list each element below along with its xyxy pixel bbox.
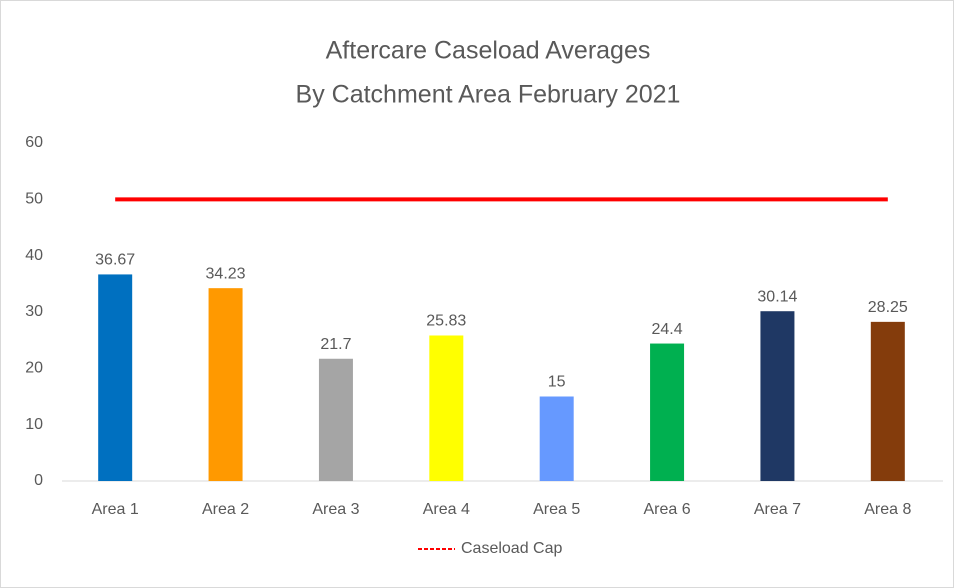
x-tick-label: Area 2: [202, 501, 249, 518]
y-tick-label: 0: [34, 472, 43, 489]
data-label: 24.4: [651, 321, 682, 338]
x-tick-label: Area 4: [423, 501, 470, 518]
chart-title: Aftercare Caseload Averages: [326, 37, 651, 65]
x-tick-label: Area 8: [864, 501, 911, 518]
data-label: 36.67: [95, 252, 135, 269]
bar: [539, 396, 574, 481]
x-tick-label: Area 6: [643, 501, 690, 518]
x-tick-label: Area 5: [533, 501, 580, 518]
legend-label: Caseload Cap: [461, 540, 563, 557]
data-label: 21.7: [320, 336, 351, 353]
y-tick-label: 30: [25, 303, 43, 320]
y-tick-label: 10: [25, 416, 43, 433]
data-label: 15: [548, 374, 566, 391]
x-tick-label: Area 1: [92, 501, 139, 518]
y-tick-label: 60: [25, 134, 43, 151]
y-tick-label: 20: [25, 360, 43, 377]
bar: [429, 335, 464, 481]
bar: [760, 311, 795, 481]
y-tick-label: 50: [25, 191, 43, 208]
chart-subtitle: By Catchment Area February 2021: [296, 81, 681, 109]
bar: [650, 343, 685, 481]
bar: [98, 274, 133, 481]
x-tick-label: Area 3: [312, 501, 359, 518]
bar: [208, 288, 243, 481]
x-tick-label: Area 7: [754, 501, 801, 518]
data-label: 25.83: [426, 313, 466, 330]
data-label: 34.23: [206, 265, 246, 282]
data-label: 28.25: [868, 299, 908, 316]
y-tick-label: 40: [25, 247, 43, 264]
bar: [318, 358, 353, 481]
bar: [870, 321, 905, 481]
data-label: 30.14: [757, 288, 797, 305]
